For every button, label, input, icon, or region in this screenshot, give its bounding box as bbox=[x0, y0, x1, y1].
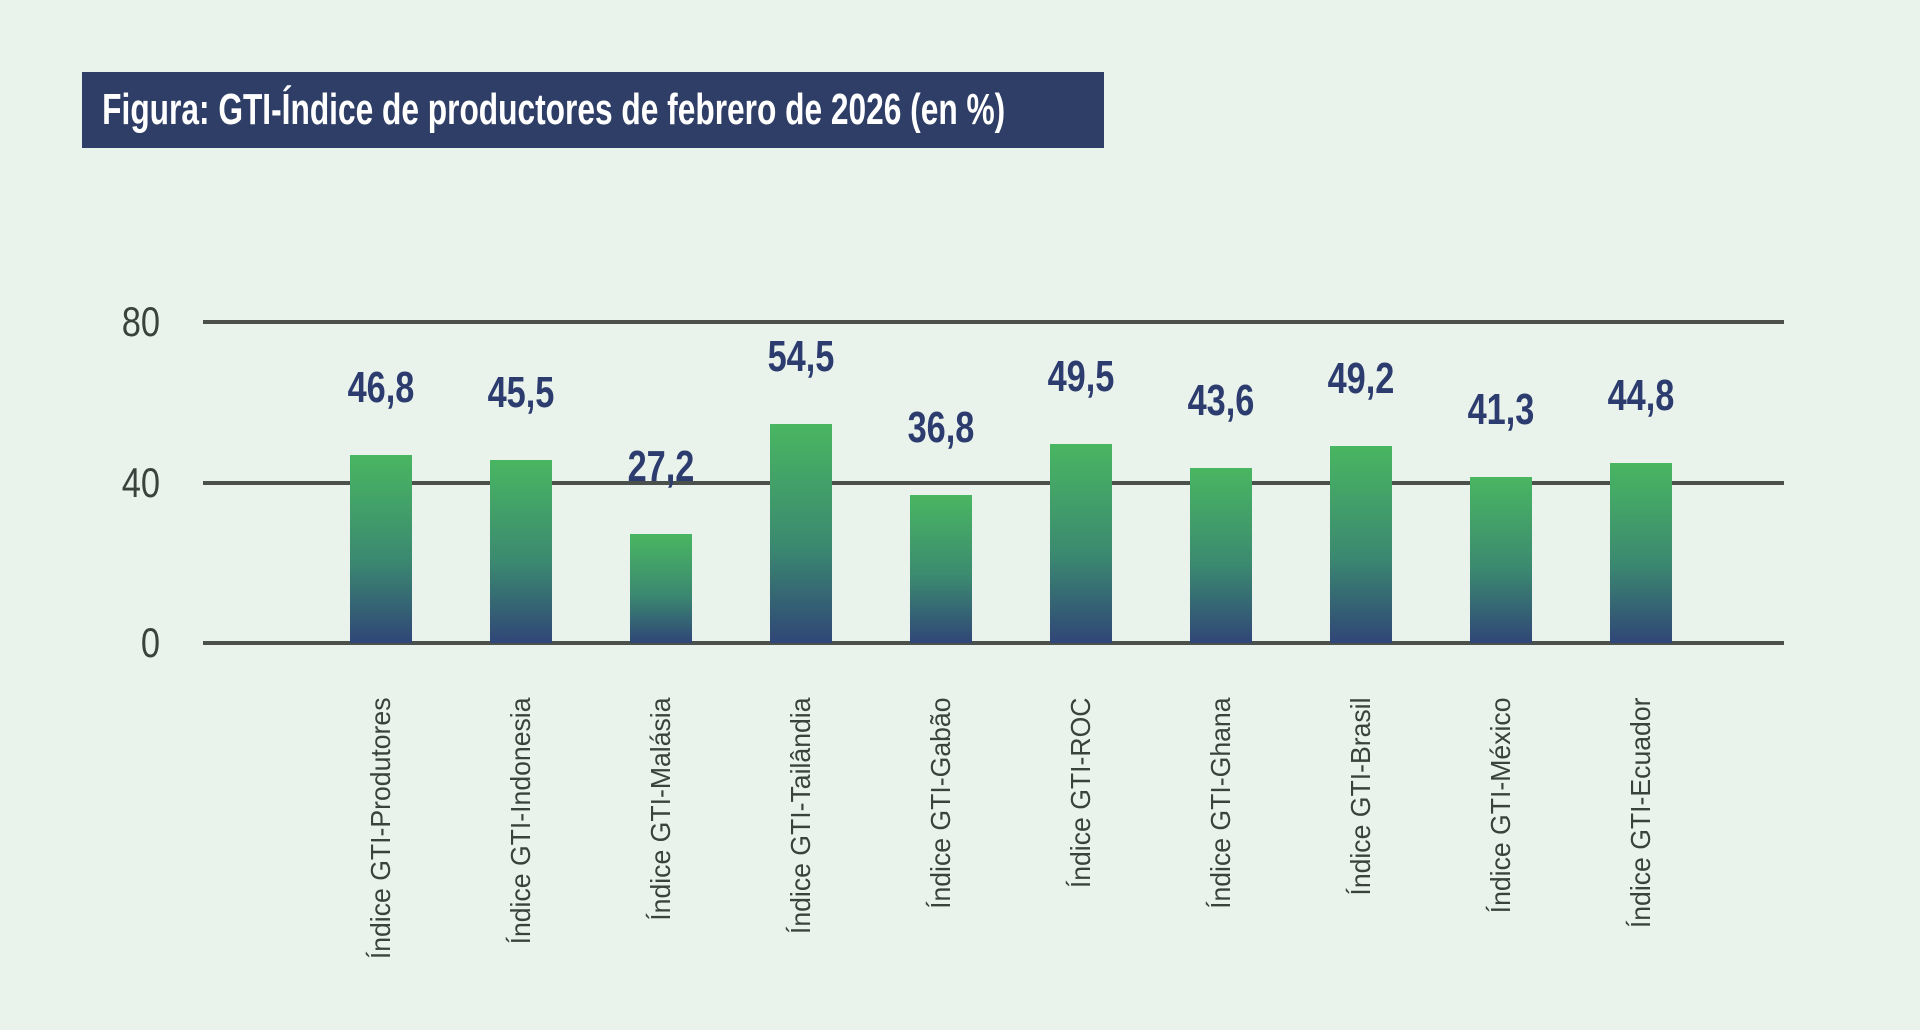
y-axis-tick-label: 40 bbox=[121, 458, 160, 506]
bar-value-label: 27,2 bbox=[627, 441, 695, 491]
figure-title-banner: Figura: GTI-Índice de productores de feb… bbox=[82, 72, 1104, 148]
bar-value-label: 44,8 bbox=[1607, 371, 1675, 421]
bar-value-label: 43,6 bbox=[1187, 376, 1255, 426]
figure-title: Figura: GTI-Índice de productores de feb… bbox=[102, 85, 1006, 134]
bar-8 bbox=[1330, 445, 1392, 643]
category-label: Índice GTI-Malásia bbox=[645, 697, 676, 921]
bar-7 bbox=[1190, 468, 1252, 643]
bar-value-label: 45,5 bbox=[487, 368, 555, 418]
y-axis-tick-label: 0 bbox=[140, 619, 160, 666]
gridline-y-80 bbox=[203, 320, 1784, 324]
category-label: Índice GTI-Gabão bbox=[925, 697, 956, 909]
category-label: Índice GTI-México bbox=[1485, 697, 1516, 914]
bar-value-label: 46,8 bbox=[347, 363, 415, 413]
bar-value-label: 54,5 bbox=[767, 332, 835, 382]
bar-value-label: 49,5 bbox=[1047, 352, 1115, 402]
bar-value-label: 49,2 bbox=[1327, 353, 1395, 403]
category-label: Índice GTI-Brasil bbox=[1345, 697, 1376, 896]
bar-6 bbox=[1050, 444, 1112, 643]
bar-3 bbox=[630, 533, 692, 643]
bar-2 bbox=[490, 460, 552, 643]
bar-1 bbox=[350, 455, 412, 643]
category-label: Índice GTI-Indonesia bbox=[505, 697, 536, 945]
y-axis-tick-label: 80 bbox=[121, 298, 160, 345]
gridline-y-40 bbox=[203, 480, 1784, 485]
gridline-y-0 bbox=[203, 641, 1784, 645]
category-label: Índice GTI-Produtores bbox=[365, 697, 396, 960]
bar-9 bbox=[1470, 477, 1532, 643]
bar-5 bbox=[910, 495, 972, 643]
bar-10 bbox=[1610, 463, 1672, 643]
category-label: Índice GTI-ROC bbox=[1065, 697, 1096, 889]
category-label: Índice GTI-Ecuador bbox=[1625, 697, 1656, 929]
bar-value-label: 36,8 bbox=[907, 403, 975, 453]
category-label: Índice GTI-Tailândia bbox=[785, 697, 816, 935]
bar-value-label: 41,3 bbox=[1467, 385, 1535, 435]
category-label: Índice GTI-Ghana bbox=[1205, 697, 1236, 909]
bar-4 bbox=[770, 424, 832, 643]
